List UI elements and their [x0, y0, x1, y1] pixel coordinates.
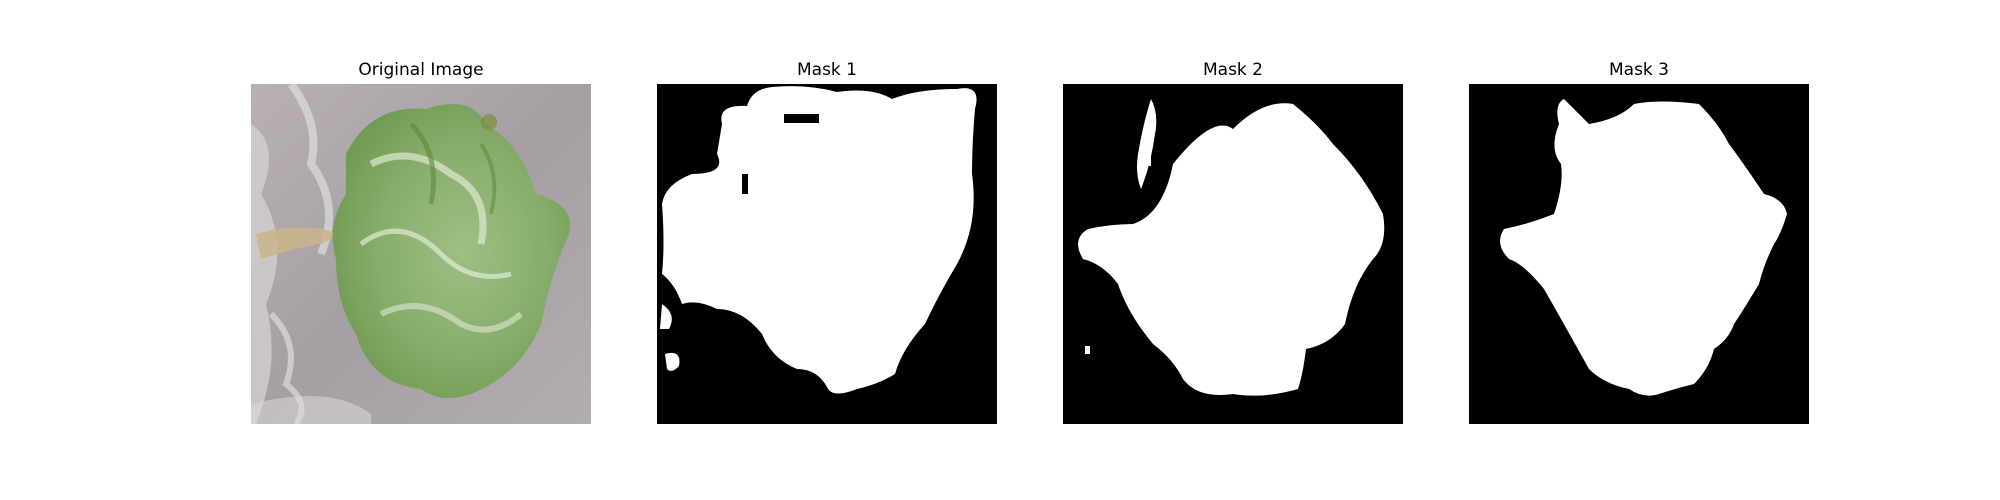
original-image-panel: Original Image — [251, 58, 591, 424]
mask-3-panel: Mask 3 — [1469, 58, 1809, 424]
mask-2-image — [1063, 84, 1403, 424]
mask-3-image — [1469, 84, 1809, 424]
mask-2-title: Mask 2 — [1202, 60, 1263, 80]
mask-2-panel: Mask 2 — [1063, 58, 1403, 424]
original-image — [251, 84, 591, 424]
mask-1-panel: Mask 1 — [657, 58, 997, 424]
mask-1-title: Mask 1 — [796, 60, 857, 80]
original-image-title: Original Image — [358, 60, 484, 80]
mask-1-image — [657, 84, 997, 424]
mask-3-title: Mask 3 — [1608, 60, 1669, 80]
